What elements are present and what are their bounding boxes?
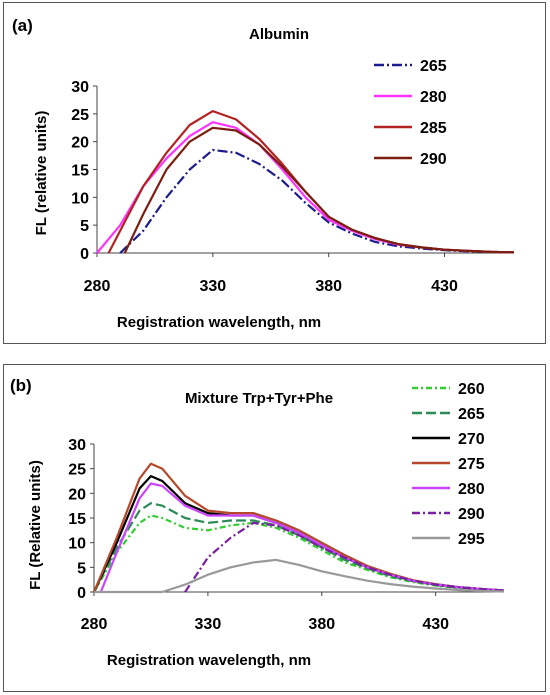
chart-panel-a: (a) Albumin Registration wavelength, nm … [3,2,546,344]
c1-legend-label: 270 [458,431,485,448]
c0-y-tick-label: 0 [80,246,89,263]
y-axis-label-a: FL (relative units) [33,111,50,236]
chart-title-a: Albumin [249,26,309,43]
c0-legend-label: 285 [420,120,447,137]
c1-legend-label: 265 [458,406,485,423]
c0-legend-label: 280 [420,89,447,106]
y-axis-label-b: FL (Relative units) [27,460,44,590]
chart-panel-b: (b) Mixture Trp+Tyr+Phe Registration wav… [3,364,546,692]
c0-x-tick-label: 430 [431,278,458,295]
chart-title-b: Mixture Trp+Tyr+Phe [185,390,333,407]
c0-legend-label: 290 [420,151,447,168]
panel-label-a: (a) [12,16,33,35]
c1-y-tick-label: 5 [77,560,86,577]
c1-y-tick-label: 25 [68,462,86,479]
c1-y-tick-label: 0 [77,585,86,602]
c1-x-tick-label: 330 [195,616,222,633]
c0-series-line-285 [107,109,515,254]
c0-x-tick-label: 380 [315,278,342,295]
c1-legend-label: 275 [458,456,485,473]
c1-x-tick-label: 380 [308,616,335,633]
c1-y-tick-label: 10 [68,536,86,553]
c1-series-line-290 [184,521,505,593]
x-axis-label-b: Registration wavelength, nm [107,652,311,669]
c0-series-line-290 [123,126,515,254]
c0-y-tick-label: 30 [71,79,89,96]
c1-legend-label: 280 [458,481,485,498]
c0-series-line-280 [96,121,515,254]
c0-legend-label: 265 [420,58,447,75]
c1-x-tick-label: 280 [81,616,108,633]
c0-y-tick-label: 10 [71,190,89,207]
c1-legend-label: 260 [458,381,485,398]
c1-y-tick-label: 20 [68,486,86,503]
c1-series-line-270 [93,474,505,593]
chart-a-svg: (a) Albumin Registration wavelength, nm … [12,16,515,331]
c1-legend-label: 295 [458,531,485,548]
c1-y-tick-label: 30 [68,437,86,454]
c0-y-tick-label: 5 [80,218,89,235]
c1-series-line-275 [92,462,505,593]
c0-y-tick-label: 25 [71,107,89,124]
c0-y-tick-label: 20 [71,135,89,152]
c1-legend-label: 290 [458,506,485,523]
c0-x-tick-label: 280 [84,278,111,295]
c0-series-line-265 [119,148,515,254]
c0-y-tick-label: 15 [71,163,89,180]
c0-x-tick-label: 330 [199,278,226,295]
c1-series-line-260 [93,514,505,593]
x-axis-label-a: Registration wavelength, nm [117,314,321,331]
c1-y-tick-label: 15 [68,511,86,528]
panel-label-b: (b) [10,376,32,395]
c1-x-tick-label: 430 [422,616,449,633]
chart-b-svg: (b) Mixture Trp+Tyr+Phe Registration wav… [10,376,505,669]
c1-series-line-295 [94,558,505,594]
